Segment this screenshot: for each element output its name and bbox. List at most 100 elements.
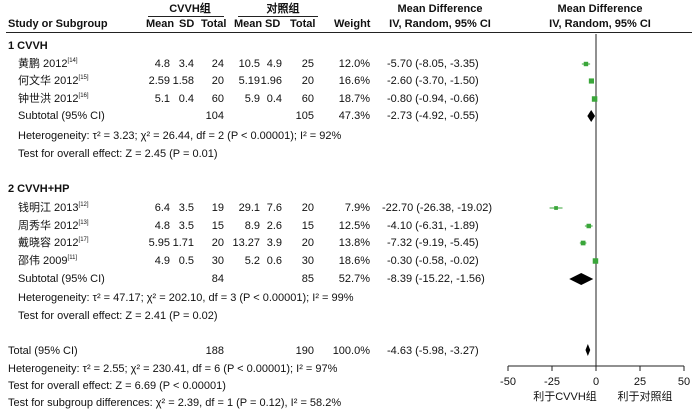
study-ci: -7.32 (-9.19, -5.45) [387, 237, 479, 249]
study-square [586, 223, 592, 229]
study-sd2: 4.9 [266, 58, 282, 70]
study-ci: -2.60 (-3.70, -1.50) [387, 75, 479, 87]
study-total1: 30 [211, 255, 224, 267]
total-total2: 190 [295, 345, 314, 357]
study-total1: 24 [211, 58, 224, 70]
study-weight: 18.6% [338, 255, 370, 267]
study-mean2: 5.19 [238, 75, 260, 87]
subtotal-weight: 47.3% [338, 110, 370, 122]
study-total2: 20 [301, 237, 314, 249]
header-sd2: SD [265, 18, 281, 30]
study-mean2: 10.5 [238, 58, 260, 70]
total-diamond [585, 344, 591, 356]
header-rule-group2 [238, 16, 318, 17]
study-total2: 20 [301, 202, 314, 214]
study-mean1: 4.8 [154, 220, 170, 232]
study-sd1: 1.71 [172, 237, 194, 249]
study-mean2: 5.2 [244, 255, 260, 267]
total-ci: -4.63 (-5.98, -3.27) [387, 345, 479, 357]
study-ci: -4.10 (-6.31, -1.89) [387, 220, 479, 232]
study-sd2: 0.6 [266, 255, 282, 267]
subtotal-ci: -2.73 (-4.92, -0.55) [387, 110, 479, 122]
header-group1: CVVH组 [169, 3, 211, 15]
subtotal-ci: -8.39 (-15.22, -1.56) [387, 273, 485, 285]
study-sd2: 0.4 [266, 93, 282, 105]
study-mean1: 6.4 [154, 202, 170, 214]
header-total2: Total [290, 18, 316, 30]
study-square [580, 240, 586, 246]
subtotal-diamond [569, 273, 594, 285]
subtotal-total2: 105 [295, 110, 314, 122]
study-total1: 20 [211, 237, 224, 249]
study-mean1: 5.1 [154, 93, 170, 105]
study-sd1: 3.5 [178, 202, 194, 214]
study-sd1: 3.4 [178, 58, 194, 70]
header-rule-group1 [148, 16, 224, 17]
study-square [583, 61, 589, 67]
study-ci: -5.70 (-8.05, -3.35) [387, 58, 479, 70]
overall-effect-text: Test for overall effect: Z = 2.45 (P = 0… [18, 148, 218, 160]
total-label: Total (95% CI) [8, 345, 78, 357]
study-weight: 7.9% [344, 202, 370, 214]
study-name: 戴晓容 2012 [17] [18, 237, 89, 249]
study-weight: 16.6% [338, 75, 370, 87]
study-square [591, 96, 598, 102]
header-group2: 对照组 [266, 3, 300, 15]
study-sd1: 0.5 [178, 255, 194, 267]
study-total1: 60 [211, 93, 224, 105]
study-sd2: 1.96 [260, 75, 282, 87]
header-sd1: SD [179, 18, 195, 30]
study-total2: 30 [301, 255, 314, 267]
study-weight: 18.7% [338, 93, 370, 105]
study-ci: -0.30 (-0.58, -0.02) [387, 255, 479, 267]
subtotal-diamond [587, 110, 596, 122]
study-total2: 25 [301, 58, 314, 70]
total-overall-effect-text: Test for overall effect: Z = 6.69 (P < 0… [8, 380, 226, 392]
x-tick-label: 50 [677, 376, 691, 388]
study-total1: 19 [211, 202, 224, 214]
study-ci: -22.70 (-26.38, -19.02) [382, 202, 493, 214]
subtotal-total1: 104 [205, 110, 224, 122]
study-square [588, 78, 595, 84]
study-total1: 15 [211, 220, 224, 232]
study-mean1: 4.9 [154, 255, 170, 267]
study-weight: 13.8% [338, 237, 370, 249]
study-total2: 15 [301, 220, 314, 232]
subtotal-weight: 52.7% [338, 273, 370, 285]
study-sd2: 3.9 [266, 237, 282, 249]
study-sd1: 0.4 [178, 93, 194, 105]
study-mean1: 5.95 [148, 237, 170, 249]
study-mean2: 5.9 [244, 93, 260, 105]
header-total1: Total [201, 18, 227, 30]
subtotal-total1: 84 [211, 273, 224, 285]
study-sd1: 3.5 [178, 220, 194, 232]
x-tick-label: -50 [500, 376, 516, 388]
study-mean2: 8.9 [244, 220, 260, 232]
header-mean2: Mean [234, 18, 263, 30]
study-mean1: 4.8 [154, 58, 170, 70]
study-name: 钱明江 2013 [12] [18, 202, 89, 214]
total-total1: 188 [205, 345, 224, 357]
study-total2: 60 [301, 93, 314, 105]
heterogeneity-text: Heterogeneity: τ² = 47.17; χ² = 202.10, … [18, 292, 354, 304]
study-name: 邵伟 2009 [11] [18, 255, 78, 267]
study-mean1: 2.59 [148, 75, 170, 87]
study-sd2: 2.6 [266, 220, 282, 232]
study-mean2: 13.27 [232, 237, 260, 249]
study-mean2: 29.1 [238, 202, 260, 214]
header-weight: Weight [334, 18, 371, 30]
favours-left-label: 利于CVVH组 [533, 391, 597, 403]
total-heterogeneity-text: Heterogeneity: τ² = 2.55; χ² = 230.41, d… [8, 363, 338, 375]
header-method1: IV, Random, 95% CI [389, 18, 491, 30]
study-sd2: 7.6 [266, 202, 282, 214]
subtotal-label: Subtotal (95% CI) [18, 110, 105, 122]
study-weight: 12.5% [338, 220, 370, 232]
study-name: 黄鹏 2012 [14] [18, 58, 78, 70]
header-mean1: Mean [146, 18, 175, 30]
header-method2: IV, Random, 95% CI [549, 18, 651, 30]
study-weight: 12.0% [338, 58, 370, 70]
study-ci: -0.80 (-0.94, -0.66) [387, 93, 479, 105]
subgroup-differences-text: Test for subgroup differences: χ² = 2.39… [8, 397, 342, 409]
subtotal-total2: 85 [301, 273, 314, 285]
